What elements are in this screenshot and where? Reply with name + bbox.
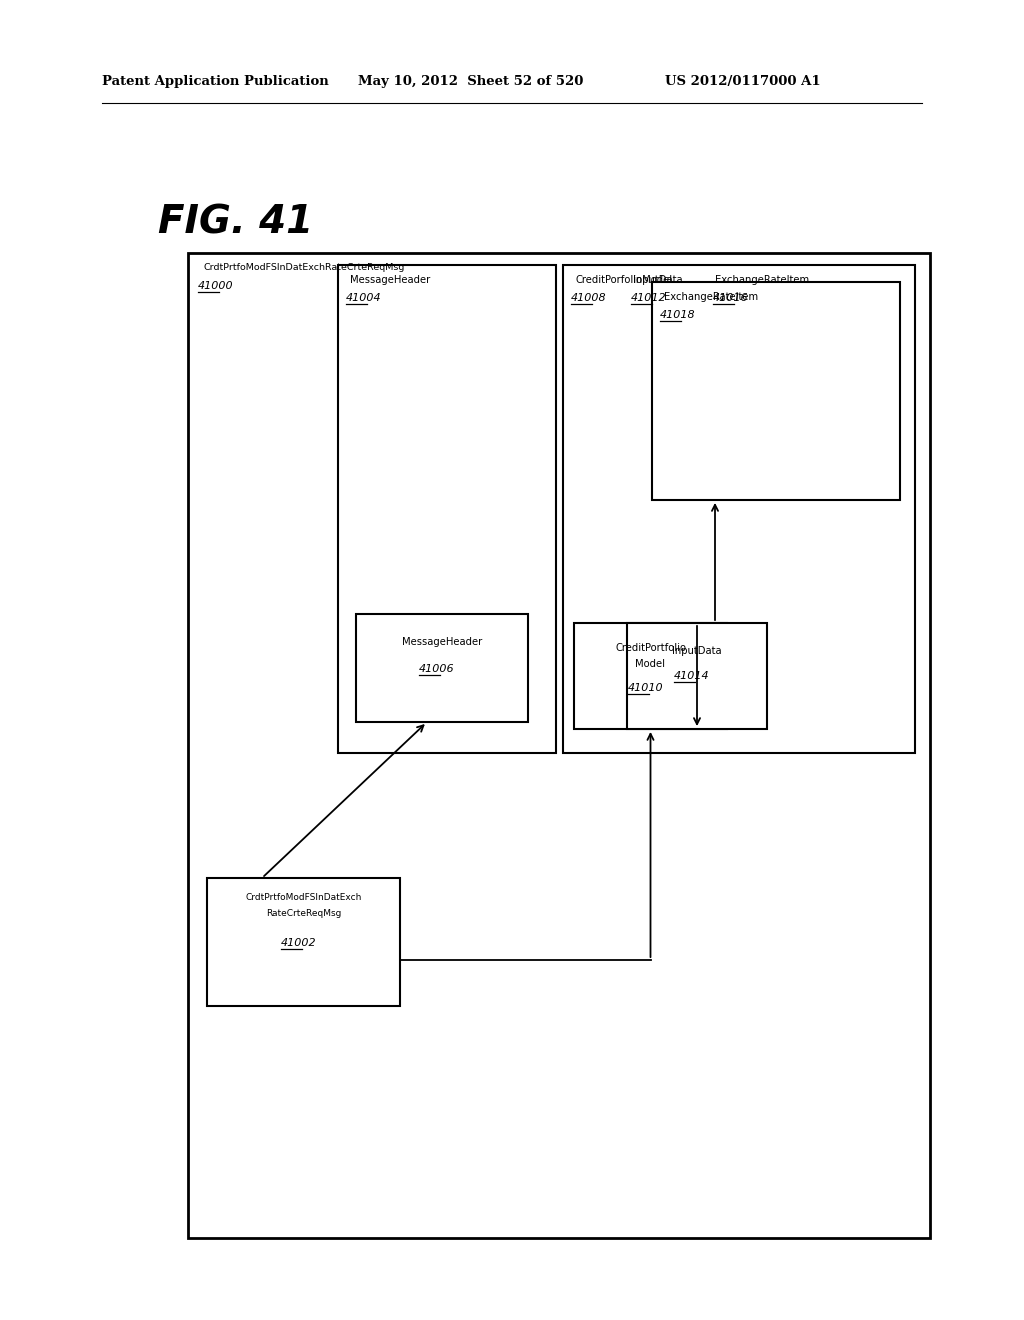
Text: MessageHeader: MessageHeader xyxy=(401,638,482,647)
Bar xyxy=(207,878,400,1006)
Text: InputData: InputData xyxy=(672,645,722,656)
Text: RateCrteReqMsg: RateCrteReqMsg xyxy=(266,909,341,919)
Text: 41002: 41002 xyxy=(281,939,316,948)
Text: MessageHeader: MessageHeader xyxy=(350,275,430,285)
Bar xyxy=(338,265,556,752)
Bar xyxy=(188,253,930,1238)
Bar xyxy=(627,623,767,729)
Text: 41014: 41014 xyxy=(674,671,710,681)
Text: Model: Model xyxy=(636,659,666,669)
Text: CreditPortfolio: CreditPortfolio xyxy=(615,643,686,653)
Bar xyxy=(356,614,528,722)
Text: 41010: 41010 xyxy=(628,682,664,693)
Text: 41000: 41000 xyxy=(198,281,233,290)
Text: CrdtPrtfoModFSlnDatExch: CrdtPrtfoModFSlnDatExch xyxy=(246,894,361,903)
Text: 41004: 41004 xyxy=(346,293,382,304)
Text: US 2012/0117000 A1: US 2012/0117000 A1 xyxy=(665,75,820,88)
Text: Patent Application Publication: Patent Application Publication xyxy=(102,75,329,88)
Text: 41006: 41006 xyxy=(419,664,455,675)
Text: CrdtPrtfoModFSlnDatExchRateCrteReqMsg: CrdtPrtfoModFSlnDatExchRateCrteReqMsg xyxy=(203,263,404,272)
Text: 41016: 41016 xyxy=(713,293,749,304)
Text: 41012: 41012 xyxy=(631,293,667,304)
Text: CreditPorfolioModel: CreditPorfolioModel xyxy=(575,275,672,285)
Text: FIG. 41: FIG. 41 xyxy=(158,203,313,242)
Text: May 10, 2012  Sheet 52 of 520: May 10, 2012 Sheet 52 of 520 xyxy=(358,75,584,88)
Text: 41018: 41018 xyxy=(660,310,695,319)
Bar xyxy=(574,623,727,729)
Text: ExchangeRateItem: ExchangeRateItem xyxy=(715,275,809,285)
Text: 41008: 41008 xyxy=(571,293,606,304)
Bar xyxy=(652,282,900,500)
Text: ExchangeRateItem: ExchangeRateItem xyxy=(664,292,758,302)
Text: InputData: InputData xyxy=(633,275,683,285)
Bar xyxy=(563,265,915,752)
